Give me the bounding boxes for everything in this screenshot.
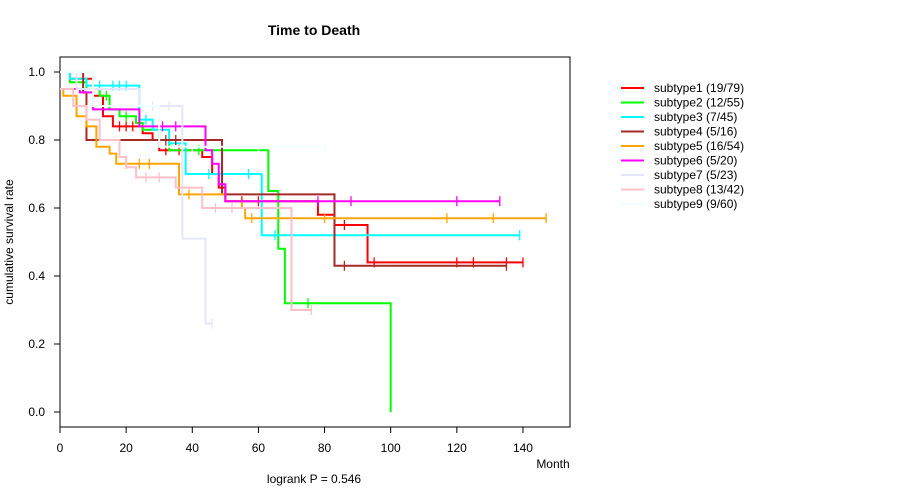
survival-curve-4 xyxy=(60,71,507,267)
y-axis-label: cumulative survival rate xyxy=(2,179,16,305)
x-tick-label: 120 xyxy=(447,441,467,455)
survival-curve-5 xyxy=(60,88,547,220)
x-tick-label: 100 xyxy=(381,441,401,455)
x-tick-label: 20 xyxy=(119,441,133,455)
legend-label: subtype7 (5/23) xyxy=(654,168,737,182)
y-tick-label: 0.8 xyxy=(28,133,45,147)
y-tick-label: 0.6 xyxy=(28,201,45,215)
x-tick-label: 0 xyxy=(57,441,64,455)
legend-label: subtype1 (19/79) xyxy=(654,81,744,95)
legend-label: subtype5 (16/54) xyxy=(654,139,744,153)
x-axis-label: Month xyxy=(536,457,569,471)
y-tick-label: 0.4 xyxy=(28,269,45,283)
survival-curve-3 xyxy=(60,71,520,237)
y-tick-label: 0.0 xyxy=(28,405,45,419)
legend-label: subtype3 (7/45) xyxy=(654,110,737,124)
x-tick-label: 80 xyxy=(318,441,332,455)
plot-frame xyxy=(59,56,571,428)
survival-curve-6 xyxy=(60,88,500,203)
legend-label: subtype8 (13/42) xyxy=(654,183,744,197)
x-tick-label: 40 xyxy=(186,441,200,455)
legend-label: subtype6 (5/20) xyxy=(654,154,737,168)
x-tick-label: 60 xyxy=(252,441,266,455)
logrank-pvalue: logrank P = 0.546 xyxy=(267,472,362,486)
survival-curve-9 xyxy=(60,71,325,148)
legend: subtype1 (19/79)subtype2 (12/55)subtype3… xyxy=(621,81,744,211)
survival-curve-2 xyxy=(60,71,392,412)
y-tick-label: 1.0 xyxy=(28,65,45,79)
survival-curve-8 xyxy=(60,88,312,311)
y-tick-label: 0.2 xyxy=(28,337,45,351)
x-tick-label: 140 xyxy=(513,441,533,455)
chart-title: Time to Death xyxy=(268,22,360,38)
survival-curve-7 xyxy=(60,71,213,325)
legend-label: subtype4 (5/16) xyxy=(654,125,737,139)
legend-label: subtype2 (12/55) xyxy=(654,96,744,110)
legend-label: subtype9 (9/60) xyxy=(654,197,737,211)
